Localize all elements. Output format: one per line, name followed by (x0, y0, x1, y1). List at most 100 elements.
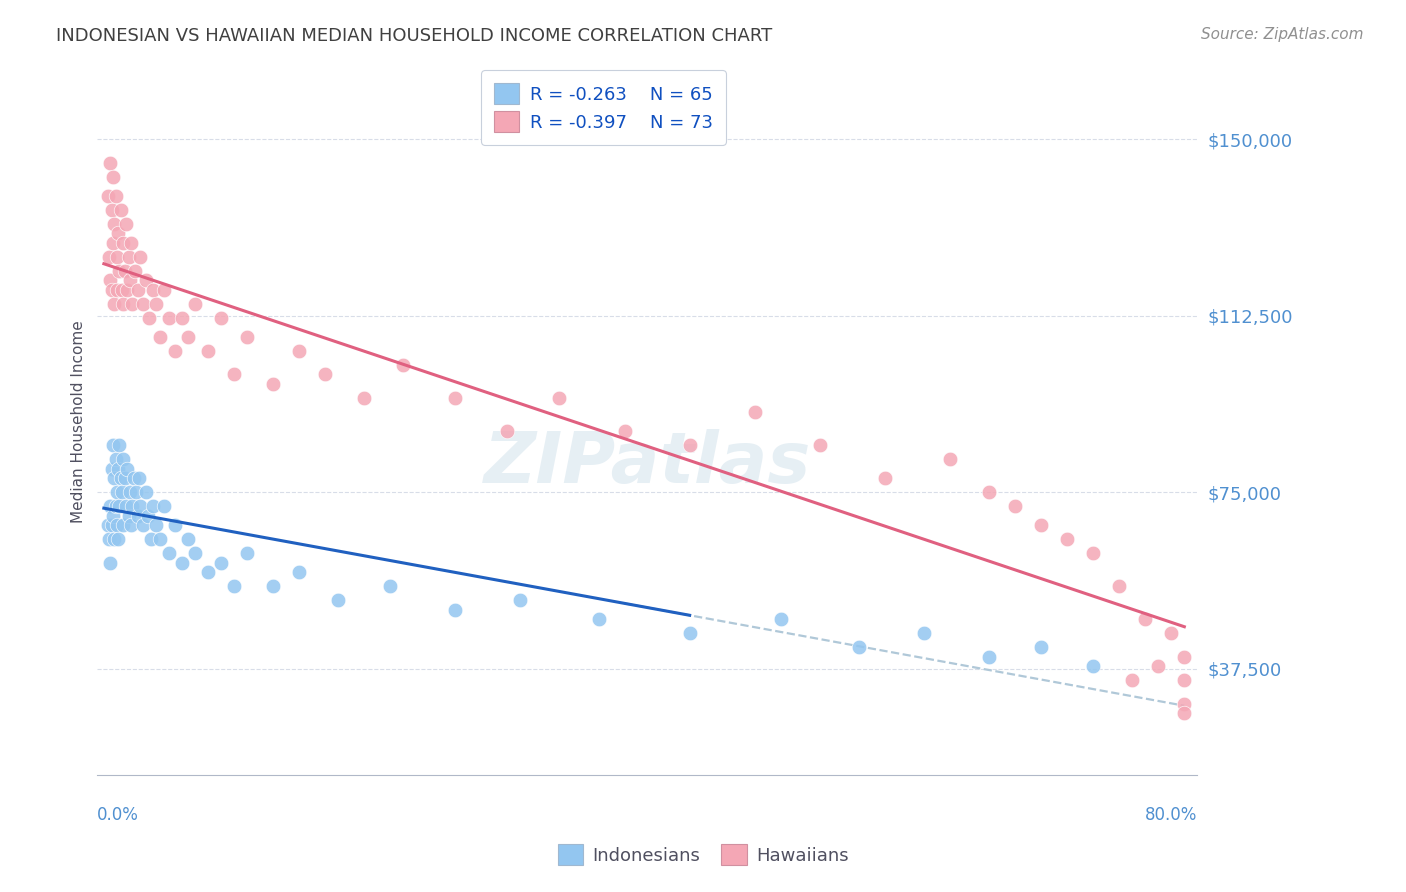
Point (105, 485, 128, 500)
Point (848, 640, 870, 655)
Point (110, 202, 132, 217)
Point (142, 283, 165, 297)
Point (98, 273, 121, 287)
Text: 0.0%: 0.0% (97, 806, 139, 824)
Point (977, 649, 1000, 664)
Point (177, 533, 200, 547)
Point (209, 556, 232, 570)
Point (114, 471, 136, 485)
Point (222, 368, 245, 382)
Point (118, 485, 141, 500)
Point (209, 310, 232, 325)
Point (98, 155, 121, 169)
Point (165, 343, 187, 358)
Point (128, 471, 150, 485)
Point (1056, 533, 1078, 547)
Point (98, 250, 121, 264)
Point (977, 485, 1000, 500)
Point (138, 310, 160, 325)
Legend: R = -0.263    N = 65, R = -0.397    N = 73: R = -0.263 N = 65, R = -0.397 N = 73 (481, 70, 725, 145)
Point (120, 518, 142, 533)
Point (101, 438, 124, 452)
Point (136, 508, 159, 523)
Point (1004, 500, 1026, 514)
Point (392, 358, 415, 372)
Text: 80.0%: 80.0% (1144, 806, 1198, 824)
Point (222, 579, 245, 593)
Point (353, 391, 375, 405)
Point (157, 546, 180, 560)
Point (129, 250, 152, 264)
Point (149, 533, 172, 547)
Point (262, 376, 284, 391)
Point (939, 452, 962, 467)
Point (112, 518, 135, 533)
Point (1173, 697, 1195, 711)
Point (808, 438, 831, 452)
Point (1031, 640, 1053, 655)
Point (496, 424, 519, 438)
Point (125, 485, 148, 500)
Point (152, 500, 174, 514)
Point (104, 500, 127, 514)
Text: Source: ZipAtlas.com: Source: ZipAtlas.com (1201, 27, 1364, 42)
Point (103, 297, 125, 311)
Point (134, 485, 156, 500)
Point (328, 593, 350, 607)
Point (112, 235, 135, 250)
Point (100, 202, 122, 217)
Point (101, 508, 124, 523)
Point (121, 297, 143, 311)
Point (139, 533, 162, 547)
Point (444, 603, 467, 617)
Point (124, 264, 146, 278)
Point (679, 438, 702, 452)
Point (380, 579, 402, 593)
Point (588, 612, 610, 626)
Point (105, 283, 128, 297)
Point (111, 283, 134, 297)
Point (98, 500, 121, 514)
Point (108, 500, 131, 514)
Point (120, 235, 142, 250)
Point (107, 227, 129, 241)
Point (103, 533, 125, 547)
Point (679, 626, 702, 640)
Point (142, 500, 165, 514)
Point (1135, 612, 1157, 626)
Point (1031, 518, 1053, 533)
Point (117, 250, 139, 264)
Point (105, 518, 128, 533)
Point (314, 368, 336, 382)
Point (107, 461, 129, 475)
Point (117, 461, 139, 475)
Point (115, 217, 138, 231)
Point (509, 593, 531, 607)
Point (145, 518, 167, 533)
Point (100, 283, 122, 297)
Point (132, 518, 155, 533)
Point (112, 297, 135, 311)
Point (132, 297, 155, 311)
Point (134, 273, 156, 287)
Point (1121, 673, 1143, 688)
Point (1083, 659, 1105, 673)
Point (101, 235, 124, 250)
Point (117, 283, 139, 297)
Point (100, 461, 122, 475)
Point (236, 330, 259, 344)
Text: INDONESIAN VS HAWAIIAN MEDIAN HOUSEHOLD INCOME CORRELATION CHART: INDONESIAN VS HAWAIIAN MEDIAN HOUSEHOLD … (56, 27, 772, 45)
Y-axis label: Median Household Income: Median Household Income (72, 320, 86, 523)
Point (98, 533, 121, 547)
Point (103, 217, 125, 231)
Point (104, 188, 127, 202)
Point (107, 533, 129, 547)
Point (1108, 579, 1130, 593)
Point (103, 471, 125, 485)
Point (197, 565, 219, 579)
Point (127, 508, 149, 523)
Point (117, 508, 139, 523)
Point (1083, 546, 1105, 560)
Point (1173, 673, 1195, 688)
Point (197, 343, 219, 358)
